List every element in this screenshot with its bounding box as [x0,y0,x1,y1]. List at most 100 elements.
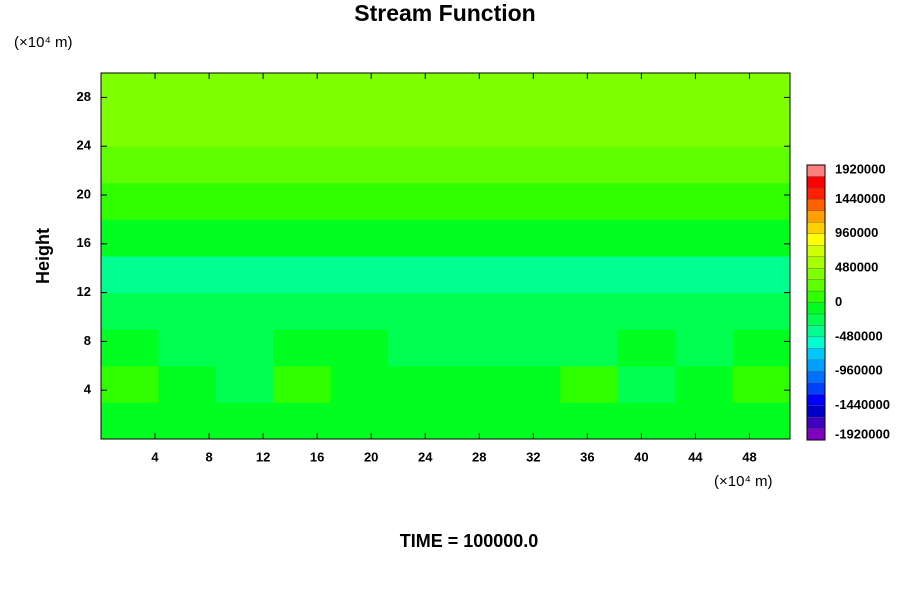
field-cell [675,402,734,440]
field-cell [502,365,561,403]
field-cell [617,146,676,184]
field-cell [158,329,217,367]
field-cell [502,292,561,330]
y-axis-label: Height [33,228,53,284]
colorbar-label: 960000 [835,225,878,240]
field-cell [560,292,619,330]
field-cell [388,146,446,184]
colorbar-band [806,405,826,418]
colorbar-band [806,199,826,211]
field-cell [215,146,274,184]
field-cell [732,256,791,294]
field-cell [560,73,619,111]
field-cell [732,146,791,184]
colorbar-label: -1920000 [835,426,890,441]
colorbar-band [806,279,826,292]
field-cell [388,73,446,111]
field-cell [273,219,332,257]
field-cell [101,402,159,440]
colorbar-band [806,256,826,269]
field-cell [215,402,274,440]
field-cell [732,219,791,257]
field-cell [158,182,217,220]
field-cell [215,365,274,403]
field-cell [445,146,504,184]
field-cell [158,365,217,403]
field-cell [330,292,389,330]
field-cell [445,365,504,403]
field-cell [502,329,561,367]
field-cell [101,109,159,147]
field-cell [273,365,332,403]
x-tick-label: 28 [472,449,486,464]
field-cell [675,292,734,330]
y-tick-label: 16 [77,235,91,250]
field-cell [445,329,504,367]
field-cell [502,109,561,147]
chart-title: Stream Function [354,0,535,26]
field-cell [617,365,676,403]
field-cell [273,73,332,111]
field-cell [502,73,561,111]
field-cell [675,182,734,220]
field-cell [273,256,332,294]
field-cell [215,219,274,257]
field-cell [617,73,676,111]
field-cell [158,219,217,257]
field-cell [675,146,734,184]
field-cell [445,219,504,257]
field-cell [445,292,504,330]
field-cell [158,146,217,184]
field-cell [273,182,332,220]
field-cell [330,402,389,440]
field-cell [560,219,619,257]
field-cell [445,109,504,147]
colorbar-band [806,325,826,338]
colorbar-band [806,245,826,257]
field-cell [388,402,446,440]
field-cell [445,182,504,220]
field-cell [273,109,332,147]
field-cell [158,109,217,147]
footer: TIME = 100000.0 [400,531,539,551]
field-cell [502,256,561,294]
x-tick-label: 4 [151,449,159,464]
field-cell [732,365,791,403]
field-cell [330,219,389,257]
field-cell [101,219,159,257]
field-cell [215,182,274,220]
field-cell [273,146,332,184]
field-cell [215,73,274,111]
field-cell [215,292,274,330]
colorbar-band [806,394,826,406]
field-cell [560,365,619,403]
field-cell [675,219,734,257]
colorbar-band [806,302,826,315]
colorbar-band [806,233,826,246]
colorbar-band [806,187,826,200]
field-cell [330,329,389,367]
colorbar-band [806,222,826,234]
y-tick-label: 8 [84,333,91,348]
field-cell [388,365,446,403]
field-cell [675,73,734,111]
x-tick-label: 48 [742,449,756,464]
field-cell [732,329,791,367]
field-cell [215,109,274,147]
colorbar-band [806,382,826,395]
field-cell [732,182,791,220]
y-unit: (×10⁴ m) [14,34,73,51]
field-cell [675,329,734,367]
y-tick-label: 24 [77,138,92,153]
field-cell [675,365,734,403]
field-cell [330,182,389,220]
colorbar-band [806,416,826,429]
colorbar-band [806,336,826,349]
field-cell [330,73,389,111]
field-cell [732,73,791,111]
field-cell [675,109,734,147]
colorbar-label: -960000 [835,363,883,378]
y-tick-label: 12 [77,284,91,299]
field-cell [330,146,389,184]
